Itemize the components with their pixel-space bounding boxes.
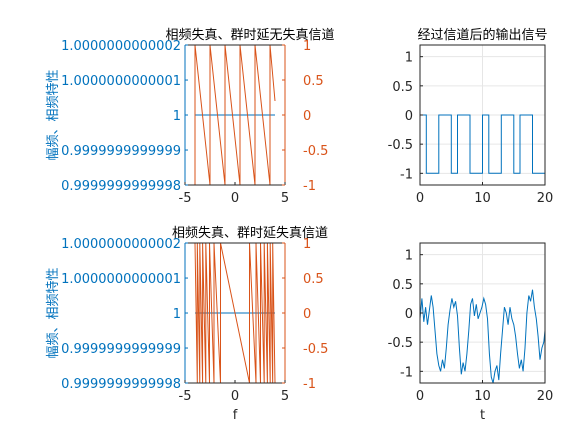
right-tick-label: 0.5: [303, 74, 324, 89]
right-tick-label: 0.5: [303, 272, 324, 287]
x-tick-label: -5: [179, 389, 192, 404]
left-tick-label: 1: [173, 109, 181, 124]
right-tick-label: -1: [303, 179, 316, 194]
y-axis-label: 幅频、相频特性: [46, 267, 61, 358]
output-series-line: [419, 289, 546, 384]
x-tick-label: 10: [474, 389, 491, 404]
x-tick-label: -5: [179, 191, 192, 206]
y-tick-label: 1: [405, 51, 413, 66]
x-tick-label: 10: [474, 191, 491, 206]
y-tick-label: 0.5: [392, 278, 413, 293]
chart-top-right: 0 10 20 1 0.5 0 -0.5 -1 经过信道后的输出信号: [388, 27, 554, 206]
x-tick-label: 0: [416, 389, 424, 404]
right-tick-label: 0: [303, 307, 311, 322]
x-tick-label: 0: [231, 191, 239, 206]
chart-bottom-right: 0 10 20 1 0.5 0 -0.5 -1 t: [388, 242, 554, 423]
chart-bottom-left: -5 0 5 1.0000000000002 1.0000000000001 1 0.999…: [46, 226, 328, 423]
y-tick-label: -0.5: [388, 336, 413, 351]
chart-title: 相频失真、群时延失真信道: [172, 226, 328, 241]
chart-title: 相频失真、群时延无失真信道: [165, 28, 334, 43]
y-tick-label: 1: [405, 249, 413, 264]
right-tick-label: -1: [303, 377, 316, 392]
left-tick-label: 1.0000000000001: [61, 74, 181, 89]
right-tick-label: 1: [303, 39, 311, 54]
x-axis-label: f: [233, 408, 238, 423]
left-tick-label: 0.9999999999998: [61, 179, 181, 194]
x-tick-label: 5: [281, 389, 289, 404]
y-axis-label: 幅频、相频特性: [46, 69, 61, 160]
right-tick-label: 1: [303, 237, 311, 252]
phase-series-line: [194, 242, 276, 384]
x-tick-label: 5: [281, 191, 289, 206]
left-tick-label: 1.0000000000001: [61, 272, 181, 287]
left-tick-label: 0.9999999999999: [61, 144, 181, 159]
right-tick-label: -0.5: [303, 342, 328, 357]
left-tick-label: 0.9999999999998: [61, 377, 181, 392]
left-tick-label: 1: [173, 307, 181, 322]
y-tick-label: -0.5: [388, 138, 413, 153]
left-tick-label: 1.0000000000002: [61, 39, 181, 54]
y-tick-label: 0: [405, 307, 413, 322]
output-series-line: [420, 114, 545, 174]
x-tick-label: 20: [537, 389, 554, 404]
y-tick-label: 0: [405, 109, 413, 124]
left-tick-label: 0.9999999999999: [61, 342, 181, 357]
x-axis-label: t: [480, 408, 485, 423]
chart-top-left: -5 0 5 1.0000000000002 1.0000000000001 1 0.999…: [46, 28, 335, 206]
x-tick-label: 0: [416, 191, 424, 206]
right-tick-label: 0: [303, 109, 311, 124]
left-tick-label: 1.0000000000002: [61, 237, 181, 252]
right-tick-label: -0.5: [303, 144, 328, 159]
x-tick-label: 0: [231, 389, 239, 404]
y-tick-label: -1: [400, 365, 413, 380]
y-tick-label: -1: [400, 167, 413, 182]
x-tick-label: 20: [537, 191, 554, 206]
y-tick-label: 0.5: [392, 80, 413, 95]
chart-title: 经过信道后的输出信号: [417, 27, 547, 43]
